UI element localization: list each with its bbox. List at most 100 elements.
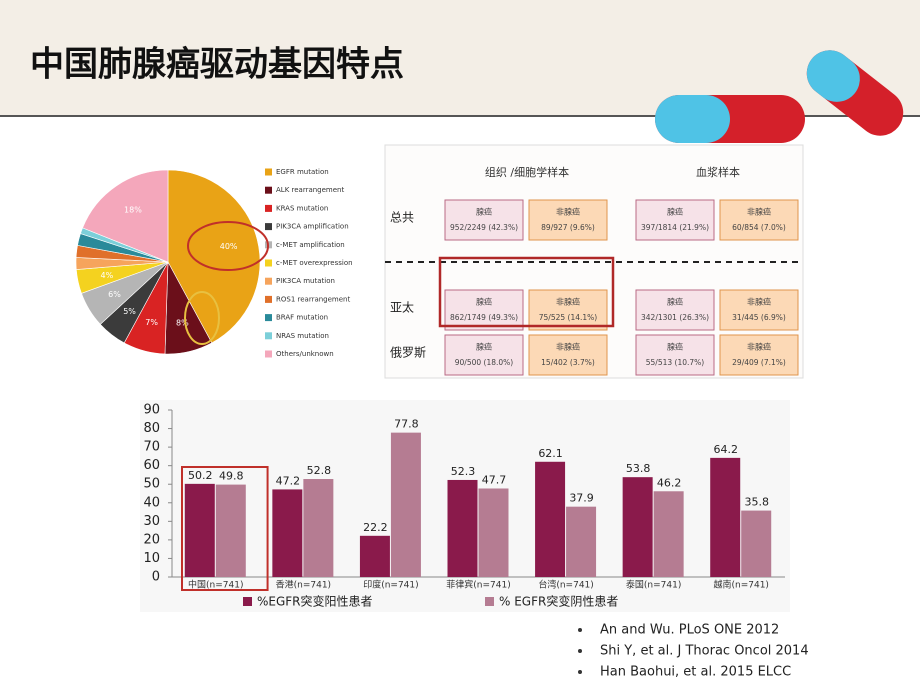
table-cell bbox=[444, 199, 524, 241]
pie-slice bbox=[82, 169, 169, 263]
reference: Shi Y, et al. J Thorac Oncol 2014 bbox=[600, 644, 809, 659]
legend-label: EGFR mutation bbox=[276, 168, 329, 176]
bar bbox=[710, 457, 741, 577]
legend-label: ALK rearrangement bbox=[276, 186, 344, 194]
bar-value-label: 53.8 bbox=[626, 462, 651, 475]
cell-text: 89/927 (9.6%) bbox=[541, 223, 595, 232]
legend-swatch bbox=[265, 350, 272, 358]
highlight-circle bbox=[184, 291, 220, 345]
cell-text: 862/1749 (49.3%) bbox=[450, 313, 518, 322]
reference: An and Wu. PLoS ONE 2012 bbox=[600, 623, 779, 638]
y-tick-label: 30 bbox=[143, 514, 160, 529]
table-cell bbox=[528, 289, 608, 331]
legend-label: ROS1 rearrangement bbox=[276, 295, 350, 303]
y-tick-label: 60 bbox=[143, 458, 160, 473]
highlight-box bbox=[181, 466, 269, 591]
bar-value-label: 46.2 bbox=[657, 476, 682, 489]
bar-value-label: 62.1 bbox=[538, 447, 563, 460]
bar bbox=[622, 477, 653, 577]
legend-label: % EGFR突变阴性患者 bbox=[499, 594, 618, 609]
bar bbox=[741, 510, 772, 577]
y-tick-label: 40 bbox=[143, 495, 160, 510]
table-cell bbox=[528, 334, 608, 376]
legend-label: PIK3CA mutation bbox=[276, 277, 335, 285]
table-cell bbox=[635, 334, 715, 376]
table-cell bbox=[444, 289, 524, 331]
cell-type: 腺癌 bbox=[476, 297, 492, 307]
pill-decoration bbox=[655, 50, 904, 143]
bar bbox=[272, 489, 303, 577]
y-tick-label: 80 bbox=[143, 421, 160, 436]
bar bbox=[535, 461, 566, 577]
bar-value-label: 50.2 bbox=[188, 469, 213, 482]
legend-label: PIK3CA amplification bbox=[276, 223, 349, 231]
bar-value-label: 47.7 bbox=[482, 473, 507, 486]
bar-value-label: 64.2 bbox=[713, 443, 738, 456]
cell-text: 342/1301 (26.3%) bbox=[641, 313, 709, 322]
legend-swatch bbox=[265, 223, 272, 231]
legend-label: Others/unknown bbox=[276, 350, 334, 358]
cell-text: 29/409 (7.1%) bbox=[732, 358, 786, 367]
cell-text: 397/1814 (21.9%) bbox=[641, 223, 709, 232]
y-tick-label: 0 bbox=[152, 570, 160, 585]
bar-value-label: 22.2 bbox=[363, 521, 388, 534]
row-label: 亚太 bbox=[390, 300, 414, 315]
table-cell bbox=[528, 199, 608, 241]
legend-swatch bbox=[265, 204, 272, 212]
table-col-header: 组织 /细胞学样本 bbox=[485, 165, 569, 179]
bar bbox=[447, 479, 478, 577]
bar-value-label: 47.2 bbox=[276, 474, 301, 487]
legend-label: NRAS mutation bbox=[276, 332, 329, 340]
pie-label: 40% bbox=[220, 242, 238, 251]
cell-text: 55/513 (10.7%) bbox=[646, 358, 705, 367]
reference: Han Baohui, et al. 2015 ELCC bbox=[600, 665, 791, 680]
bar bbox=[184, 483, 215, 577]
table-cell bbox=[719, 289, 799, 331]
bar-value-label: 37.9 bbox=[569, 492, 594, 505]
legend-swatch bbox=[265, 259, 272, 267]
bar bbox=[303, 479, 334, 577]
cell-text: 60/854 (7.0%) bbox=[732, 223, 786, 232]
legend-swatch bbox=[265, 332, 272, 340]
slide-title: 中国肺腺癌驱动基因特点 bbox=[30, 45, 404, 85]
y-tick-label: 20 bbox=[143, 532, 160, 547]
bar-value-label: 49.8 bbox=[219, 470, 244, 483]
legend-swatch bbox=[243, 597, 252, 606]
pie-label: 2% bbox=[60, 246, 73, 255]
cell-type: 非腺癌 bbox=[747, 342, 771, 352]
bar-value-label: 35.8 bbox=[744, 496, 769, 509]
pie-label: 6% bbox=[108, 290, 121, 299]
table-cell bbox=[444, 334, 524, 376]
pie-label: 4% bbox=[101, 271, 114, 280]
highlight-circle bbox=[187, 221, 269, 271]
pie-label: 2% bbox=[60, 259, 73, 268]
row-label: 俄罗斯 bbox=[390, 346, 426, 360]
y-tick-label: 10 bbox=[143, 551, 160, 566]
cell-text: 75/525 (14.1%) bbox=[539, 313, 598, 322]
cell-type: 非腺癌 bbox=[556, 207, 580, 217]
table-col-header: 血浆样本 bbox=[696, 165, 740, 179]
y-tick-label: 70 bbox=[143, 440, 160, 455]
legend-label: KRAS mutation bbox=[276, 204, 328, 212]
cell-type: 非腺癌 bbox=[556, 297, 580, 307]
bar bbox=[215, 484, 246, 577]
x-tick-label: 香港(n=741) bbox=[276, 579, 331, 591]
legend-swatch bbox=[265, 314, 272, 322]
cell-type: 非腺癌 bbox=[747, 207, 771, 217]
cell-type: 腺癌 bbox=[476, 207, 492, 217]
pie-label: 18% bbox=[124, 206, 142, 215]
pie-label: 2% bbox=[63, 232, 76, 241]
bar-value-label: 52.8 bbox=[307, 464, 332, 477]
y-tick-label: 50 bbox=[143, 477, 160, 492]
legend-label: c-MET amplification bbox=[276, 241, 345, 249]
legend-label: BRAF mutation bbox=[276, 314, 328, 322]
cell-text: 90/500 (18.0%) bbox=[455, 358, 514, 367]
cell-type: 非腺癌 bbox=[747, 297, 771, 307]
references: An and Wu. PLoS ONE 2012 Shi Y, et al. J … bbox=[578, 623, 809, 680]
legend-swatch bbox=[265, 168, 272, 176]
legend-swatch bbox=[265, 295, 272, 303]
x-tick-label: 越南(n=741) bbox=[713, 579, 768, 591]
pie-label: 8% bbox=[176, 318, 189, 327]
x-tick-label: 中国(n=741) bbox=[188, 579, 243, 591]
